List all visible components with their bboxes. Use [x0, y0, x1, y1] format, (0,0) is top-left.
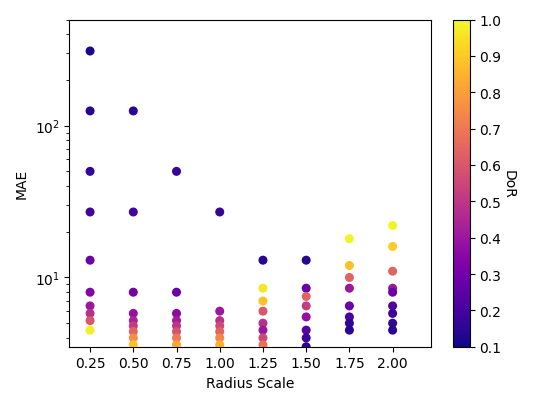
- Point: [259, 257, 267, 264]
- Point: [345, 327, 354, 334]
- Point: [302, 354, 310, 360]
- Point: [215, 350, 224, 356]
- Point: [259, 298, 267, 305]
- Point: [129, 323, 138, 329]
- Point: [172, 169, 181, 175]
- Point: [259, 308, 267, 315]
- Point: [302, 343, 310, 350]
- Point: [302, 294, 310, 300]
- Point: [129, 289, 138, 296]
- Point: [345, 236, 354, 242]
- Point: [302, 257, 310, 264]
- Point: [215, 308, 224, 315]
- Point: [259, 350, 267, 356]
- Point: [259, 358, 267, 365]
- Point: [389, 223, 397, 229]
- Point: [86, 310, 94, 317]
- Point: [215, 328, 224, 335]
- Point: [389, 289, 397, 296]
- Point: [389, 268, 397, 275]
- Point: [345, 262, 354, 269]
- Point: [129, 310, 138, 317]
- Point: [259, 335, 267, 341]
- Point: [302, 285, 310, 292]
- Point: [129, 209, 138, 216]
- Point: [129, 328, 138, 335]
- Point: [389, 327, 397, 334]
- Point: [215, 209, 224, 216]
- Point: [259, 285, 267, 292]
- Point: [302, 303, 310, 309]
- Point: [129, 342, 138, 348]
- Point: [345, 275, 354, 281]
- Point: [172, 358, 181, 365]
- Point: [129, 335, 138, 341]
- Point: [86, 209, 94, 216]
- Point: [389, 285, 397, 292]
- Point: [345, 314, 354, 320]
- Point: [86, 257, 94, 264]
- Point: [86, 109, 94, 115]
- Point: [172, 342, 181, 348]
- Point: [389, 310, 397, 317]
- Point: [215, 342, 224, 348]
- Y-axis label: MAE: MAE: [15, 168, 29, 199]
- Point: [172, 350, 181, 356]
- Point: [389, 244, 397, 250]
- X-axis label: Radius Scale: Radius Scale: [206, 376, 294, 390]
- Point: [302, 314, 310, 320]
- Point: [86, 169, 94, 175]
- Point: [215, 318, 224, 324]
- Point: [86, 303, 94, 309]
- Point: [389, 303, 397, 309]
- Point: [129, 350, 138, 356]
- Point: [86, 289, 94, 296]
- Point: [172, 323, 181, 329]
- Y-axis label: DoR: DoR: [501, 169, 515, 198]
- Point: [302, 327, 310, 334]
- Point: [215, 335, 224, 341]
- Point: [345, 303, 354, 309]
- Point: [172, 318, 181, 324]
- Point: [129, 109, 138, 115]
- Point: [86, 318, 94, 324]
- Point: [172, 310, 181, 317]
- Point: [389, 320, 397, 327]
- Point: [172, 328, 181, 335]
- Point: [215, 323, 224, 329]
- Point: [345, 285, 354, 292]
- Point: [86, 49, 94, 55]
- Point: [345, 320, 354, 327]
- Point: [259, 327, 267, 334]
- Point: [129, 318, 138, 324]
- Point: [259, 320, 267, 327]
- Point: [259, 342, 267, 348]
- Point: [302, 335, 310, 341]
- Point: [86, 327, 94, 334]
- Point: [172, 289, 181, 296]
- Point: [172, 335, 181, 341]
- Point: [215, 356, 224, 362]
